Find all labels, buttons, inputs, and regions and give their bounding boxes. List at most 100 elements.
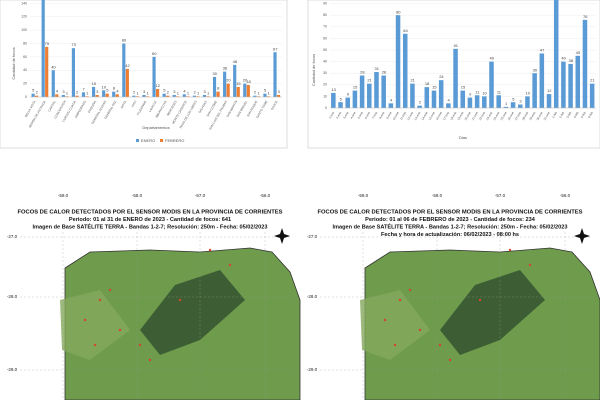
data-label: 9: [347, 92, 350, 97]
map-title: FOCOS DE CALOR DETECTADOS POR EL SENSOR …: [17, 210, 282, 216]
y-tick-label: 20: [323, 83, 327, 87]
bar: [61, 94, 65, 97]
map-title: FOCOS DE CALOR DETECTADOS POR EL SENSOR …: [317, 210, 582, 216]
data-label: 4: [390, 97, 393, 102]
data-label: 1: [207, 90, 210, 95]
y-tick-label: 90: [323, 2, 327, 6]
x-tick-label: 4-feb: [573, 111, 580, 119]
bar: [105, 93, 109, 97]
bar: [539, 53, 545, 108]
y-tick-label: 140: [21, 1, 27, 5]
terrain: [360, 290, 430, 360]
y-tick-label: 100: [21, 28, 27, 32]
legend-swatch: [136, 139, 139, 142]
data-label: 1: [66, 90, 69, 95]
bar: [135, 96, 140, 97]
data-label: 3: [62, 89, 65, 94]
bar: [532, 73, 537, 108]
x-tick-label: 25-ene: [500, 111, 508, 121]
data-label: 8: [217, 86, 220, 91]
x-tick-label: 14-ene: [420, 111, 428, 121]
bar: [256, 96, 260, 97]
bar: [589, 83, 595, 108]
data-label: 40: [51, 64, 56, 69]
data-label: 30: [533, 67, 538, 72]
data-label: 1: [177, 90, 180, 95]
bar: [410, 83, 415, 108]
longitude-label: -59.0: [358, 193, 369, 198]
y-tick-label: 40: [323, 60, 327, 64]
x-tick-label: 30-ene: [536, 111, 544, 121]
fire-hotspot: [478, 298, 482, 302]
data-label: 9: [469, 92, 472, 97]
y-tick-label: 80: [323, 13, 327, 17]
y-tick-label: 60: [323, 36, 327, 40]
bar: [212, 76, 217, 97]
compass: [274, 228, 290, 244]
data-label: 3: [519, 99, 522, 104]
longitude-label: -59.0: [58, 193, 69, 198]
bar: [71, 48, 76, 97]
bar: [359, 75, 365, 108]
terrain: [60, 290, 130, 360]
bar: [75, 95, 79, 97]
data-label: 21: [367, 78, 372, 83]
bar: [424, 87, 430, 108]
bar: [223, 71, 227, 97]
bar: [474, 95, 480, 108]
bar: [81, 92, 86, 97]
x-tick-label: 5-ene: [357, 111, 364, 120]
longitude-label: -57.0: [495, 193, 506, 198]
data-label: 18: [246, 79, 251, 84]
data-label: 5: [264, 88, 267, 93]
bar: [115, 94, 119, 97]
x-tick-label: LAVALLE: [148, 100, 158, 113]
fire-hotspot: [418, 328, 422, 332]
x-tick-label: 16-ene: [435, 111, 443, 121]
fire-hotspot: [383, 318, 387, 322]
x-tick-label: 3-feb: [566, 111, 573, 119]
y-tick-label: 0: [25, 95, 27, 99]
data-label: 28: [360, 70, 365, 75]
y-tick-label: 20: [23, 82, 27, 86]
data-label: 40: [561, 56, 566, 61]
bar: [233, 64, 237, 97]
bar: [176, 96, 180, 97]
y-tick-label: 10: [323, 94, 327, 98]
data-label: 20: [243, 78, 248, 83]
bar: [162, 93, 166, 97]
data-label: 38: [223, 66, 228, 71]
x-tick-label: 3-ene: [342, 111, 349, 120]
bar: [266, 96, 271, 97]
y-tick-label: 80: [23, 41, 27, 45]
latitude-label: -29.0: [7, 367, 18, 372]
map-subtitle: Imagen de Base SATÉLITE TERRA - Bandas 1…: [332, 222, 567, 230]
longitude-label: -57.0: [195, 193, 206, 198]
data-label: 5: [32, 88, 35, 93]
data-label: 80: [122, 38, 127, 43]
data-label: 3: [204, 89, 207, 94]
data-label: 3: [143, 89, 146, 94]
data-label: 7: [83, 86, 86, 91]
fire-hotspot: [98, 298, 102, 302]
data-label: 2: [419, 100, 422, 105]
y-tick-label: 30: [323, 71, 327, 75]
bar: [402, 33, 408, 109]
y-axis-label: Cantidad de focos: [311, 54, 316, 86]
wetland: [140, 270, 245, 355]
data-label: 21: [590, 78, 595, 83]
bar: [367, 83, 372, 108]
y-tick-label: 40: [23, 68, 27, 72]
fire-hotspot: [118, 328, 122, 332]
data-label: 2: [133, 90, 136, 95]
x-tick-label: ITATÍ: [130, 100, 137, 108]
data-label: 76: [583, 14, 588, 19]
longitude-label: -58.0: [132, 193, 143, 198]
bar: [453, 48, 458, 108]
x-tick-label: 6-feb: [587, 111, 594, 119]
x-tick-label: GOYA: [120, 100, 128, 109]
fire-hotspot: [438, 343, 442, 347]
fire-hotspot: [398, 298, 402, 302]
data-label: 1: [197, 90, 200, 95]
data-label: 10: [102, 84, 107, 89]
